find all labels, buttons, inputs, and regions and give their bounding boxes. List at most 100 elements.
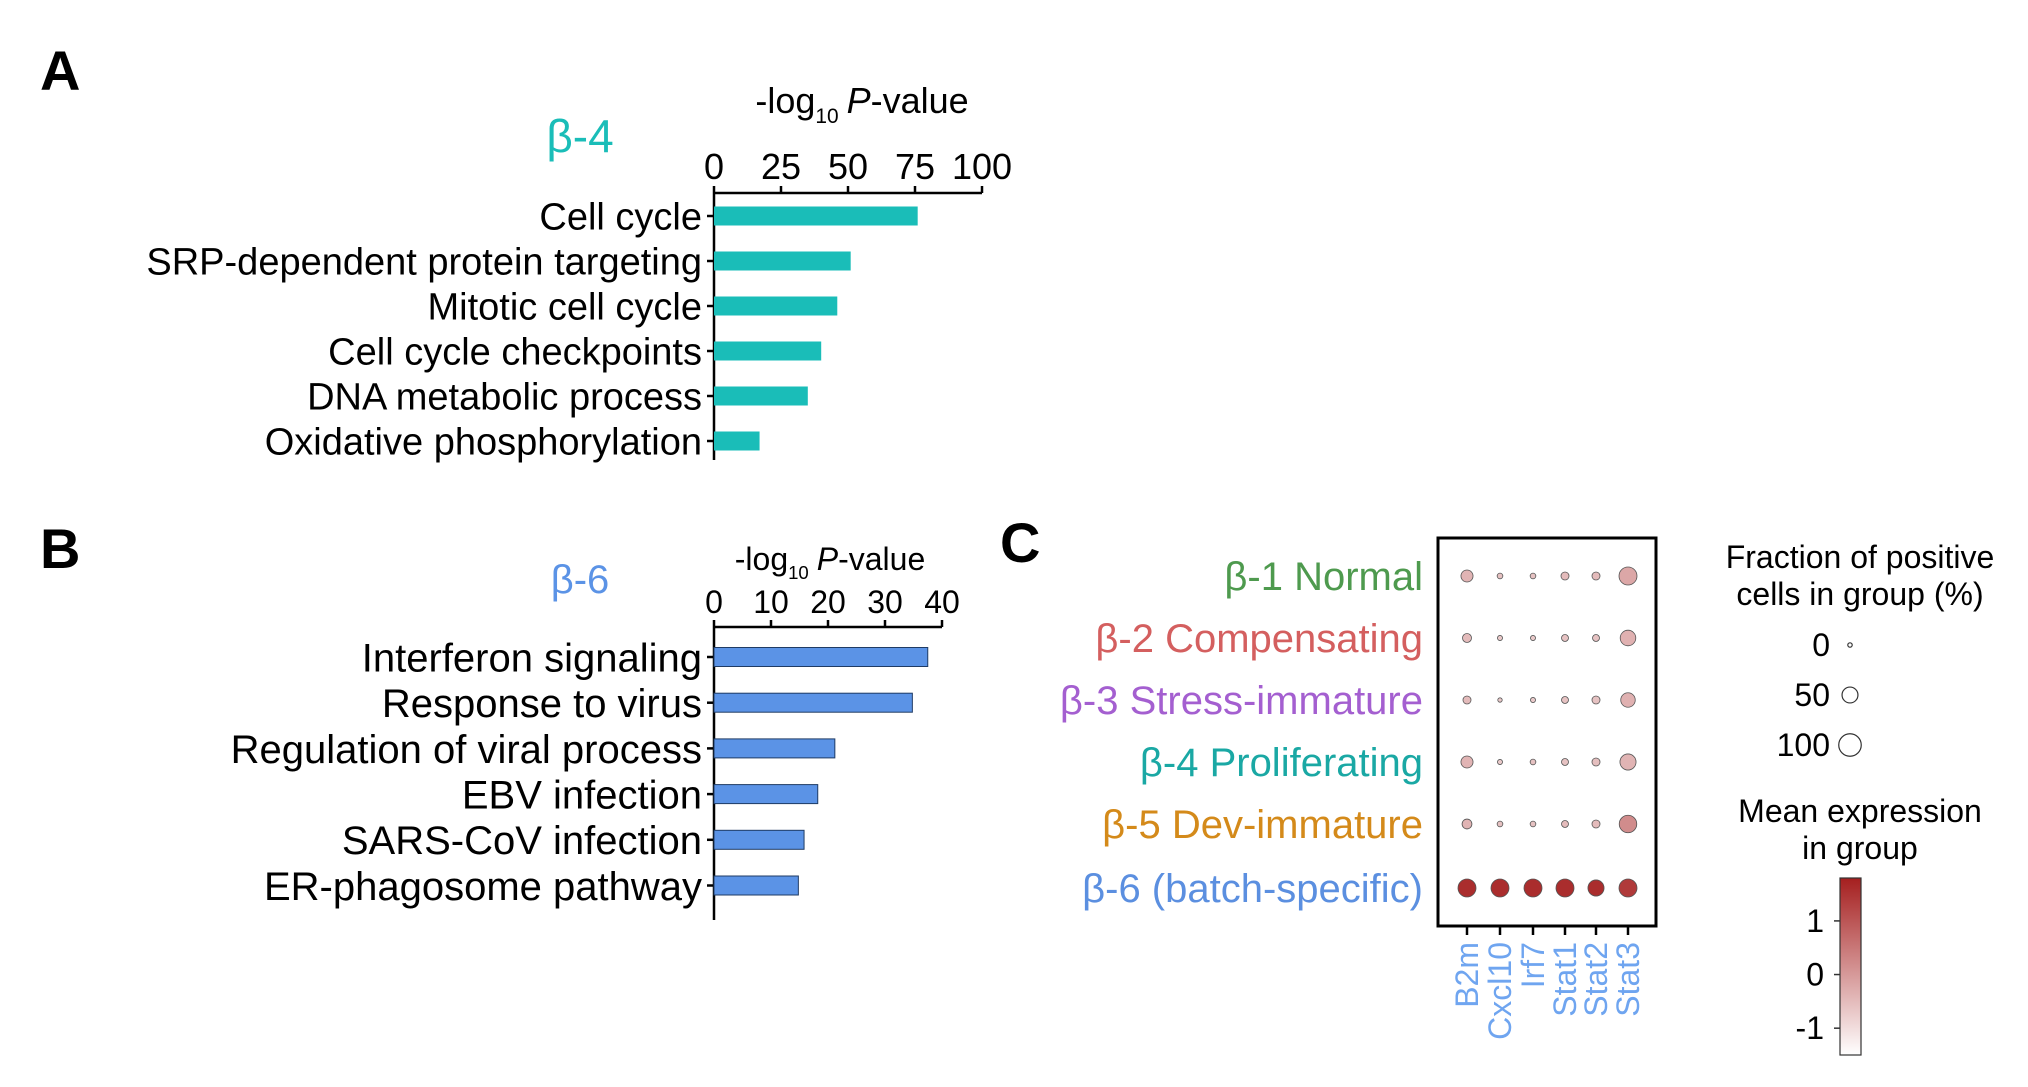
panel-a-category-label: Cell cycle xyxy=(539,197,702,239)
panel-a-bar xyxy=(714,206,918,226)
panel-a-bar xyxy=(714,431,760,451)
dot-plot-dot xyxy=(1529,758,1537,766)
dot-plot-dot xyxy=(1587,879,1605,897)
dot-plot-dot xyxy=(1497,635,1503,641)
dot-plot-dot xyxy=(1461,818,1473,830)
dot-plot-dot xyxy=(1496,820,1504,828)
dot-plot-dot xyxy=(1619,629,1637,647)
dot-plot-dot xyxy=(1618,814,1638,834)
dot-plot-dot xyxy=(1561,758,1569,766)
panel-b-axis-title: -log10 P-value xyxy=(735,541,926,583)
dot-plot-dot xyxy=(1529,572,1537,580)
dot-plot-dot xyxy=(1529,820,1537,828)
panel-b-category-label: Regulation of viral process xyxy=(231,728,702,772)
panel-a-x-tick-label: 0 xyxy=(704,146,724,187)
panel-b-x-tick-label: 30 xyxy=(867,584,903,620)
fraction-legend-dot xyxy=(1841,686,1859,704)
panel-a-x-tick-label: 100 xyxy=(952,146,1012,187)
panel-a-bar xyxy=(714,296,838,316)
panel-letter-a: A xyxy=(40,39,80,102)
panel-b-bar xyxy=(713,875,799,896)
dot-plot-dot xyxy=(1555,878,1575,898)
fraction-legend-title: cells in group (%) xyxy=(1736,576,1983,612)
dot-plot-dot xyxy=(1592,634,1600,642)
dot-plot-row-label: β-6 (batch-specific) xyxy=(1082,867,1423,911)
dot-plot-column-label: Cxcl10 xyxy=(1482,942,1518,1040)
dot-plot-column-label: B2m xyxy=(1449,942,1485,1008)
dot-plot-dot xyxy=(1561,634,1569,642)
dot-plot-row-label: β-2 Compensating xyxy=(1095,617,1423,661)
dot-plot-dot xyxy=(1462,695,1472,705)
expression-colorbar-label: 1 xyxy=(1806,903,1824,939)
panel-b-bar xyxy=(713,829,805,850)
panel-b-group-label: β-6 xyxy=(551,558,610,602)
dot-plot-dot xyxy=(1523,878,1543,898)
panel-a-category-label: Cell cycle checkpoints xyxy=(328,332,702,374)
panel-letter-b: B xyxy=(40,517,80,580)
dot-plot-dot xyxy=(1618,566,1638,586)
dot-plot-frame xyxy=(1436,536,1658,928)
dot-plot-dot xyxy=(1591,757,1601,767)
dot-plot-column-label: Stat3 xyxy=(1610,942,1646,1017)
dot-plot-dot xyxy=(1530,697,1536,703)
panel-a-category-label: Mitotic cell cycle xyxy=(428,287,703,329)
panel-b-x-tick-label: 40 xyxy=(924,584,960,620)
dot-plot-column-label: Stat2 xyxy=(1578,942,1614,1017)
dot-plot-row-label: β-1 Normal xyxy=(1224,555,1423,599)
fraction-legend-title: Fraction of positive xyxy=(1726,539,1995,575)
panel-c-dot-plot: β-1 Normal β-2 Compensating β-3 Stress-imm… xyxy=(1060,536,1995,1056)
panel-b-bar xyxy=(713,784,819,805)
fraction-legend-dot xyxy=(1838,733,1862,757)
dot-plot-dot xyxy=(1591,571,1601,581)
panel-b-bar xyxy=(713,692,913,713)
panel-b-x-tick-label: 20 xyxy=(810,584,846,620)
panel-a-axis-title: -log10 P-value xyxy=(755,80,968,128)
panel-b-category-label: SARS-CoV infection xyxy=(342,819,702,863)
dot-plot-dot xyxy=(1561,696,1569,704)
panel-a-category-label: Oxidative phosphorylation xyxy=(265,422,702,464)
dot-plot-dot xyxy=(1561,820,1569,828)
dot-plot-dot xyxy=(1530,635,1536,641)
panel-a-x-tick-label: 50 xyxy=(828,146,868,187)
dot-plot-dot xyxy=(1462,633,1472,643)
panel-b-category-label: ER-phagosome pathway xyxy=(264,865,702,909)
panel-letter-c: C xyxy=(1000,511,1040,574)
panel-b-x-tick-label: 0 xyxy=(705,584,723,620)
dot-plot-dot xyxy=(1497,759,1503,765)
panel-a-bar-chart: β-4 -log10 P-value 0 25 50 75 100 Cell cycleSRP-… xyxy=(146,80,1012,464)
panel-b-bar xyxy=(713,647,929,667)
panel-b-category-label: Interferon signaling xyxy=(362,636,702,680)
panel-b-bar-chart: β-6 -log10 P-value 0 10 20 30 40 Interferon sign… xyxy=(231,541,960,920)
dot-plot-dot xyxy=(1619,753,1637,771)
expression-legend-title: Mean expression xyxy=(1738,793,1982,829)
panel-a-group-label: β-4 xyxy=(546,110,613,162)
dot-plot-row-label: β-3 Stress-immature xyxy=(1060,679,1423,723)
panel-b-bar xyxy=(713,738,836,759)
dot-plot-dot xyxy=(1457,878,1477,898)
panel-a-bar xyxy=(714,341,822,361)
dot-plot-row-label: β-4 Proliferating xyxy=(1140,741,1423,785)
panel-a-bar xyxy=(714,386,808,406)
panel-b-category-label: Response to virus xyxy=(382,682,702,726)
panel-a-x-tick-label: 25 xyxy=(761,146,801,187)
panel-a-category-label: DNA metabolic process xyxy=(307,377,702,419)
fraction-legend-label: 100 xyxy=(1777,727,1830,763)
panel-a-bar xyxy=(714,251,851,271)
expression-legend-title: in group xyxy=(1802,830,1918,866)
fraction-legend-dot xyxy=(1847,642,1853,648)
dot-plot-dot xyxy=(1591,819,1601,829)
dot-plot-column-label: Stat1 xyxy=(1547,942,1583,1017)
fraction-legend-label: 0 xyxy=(1812,627,1830,663)
panel-b-x-tick-label: 10 xyxy=(753,584,789,620)
expression-colorbar-label: -1 xyxy=(1796,1010,1824,1046)
dot-plot-dot xyxy=(1620,692,1636,708)
dot-plot-dot xyxy=(1618,878,1638,898)
dot-plot-dot xyxy=(1490,878,1510,898)
dot-plot-dot xyxy=(1460,755,1474,769)
dot-plot-dot xyxy=(1496,572,1504,580)
fraction-legend-label: 50 xyxy=(1794,677,1830,713)
panel-b-category-label: EBV infection xyxy=(462,774,702,818)
dot-plot-dot xyxy=(1591,695,1601,705)
dot-plot-dot xyxy=(1497,697,1503,703)
